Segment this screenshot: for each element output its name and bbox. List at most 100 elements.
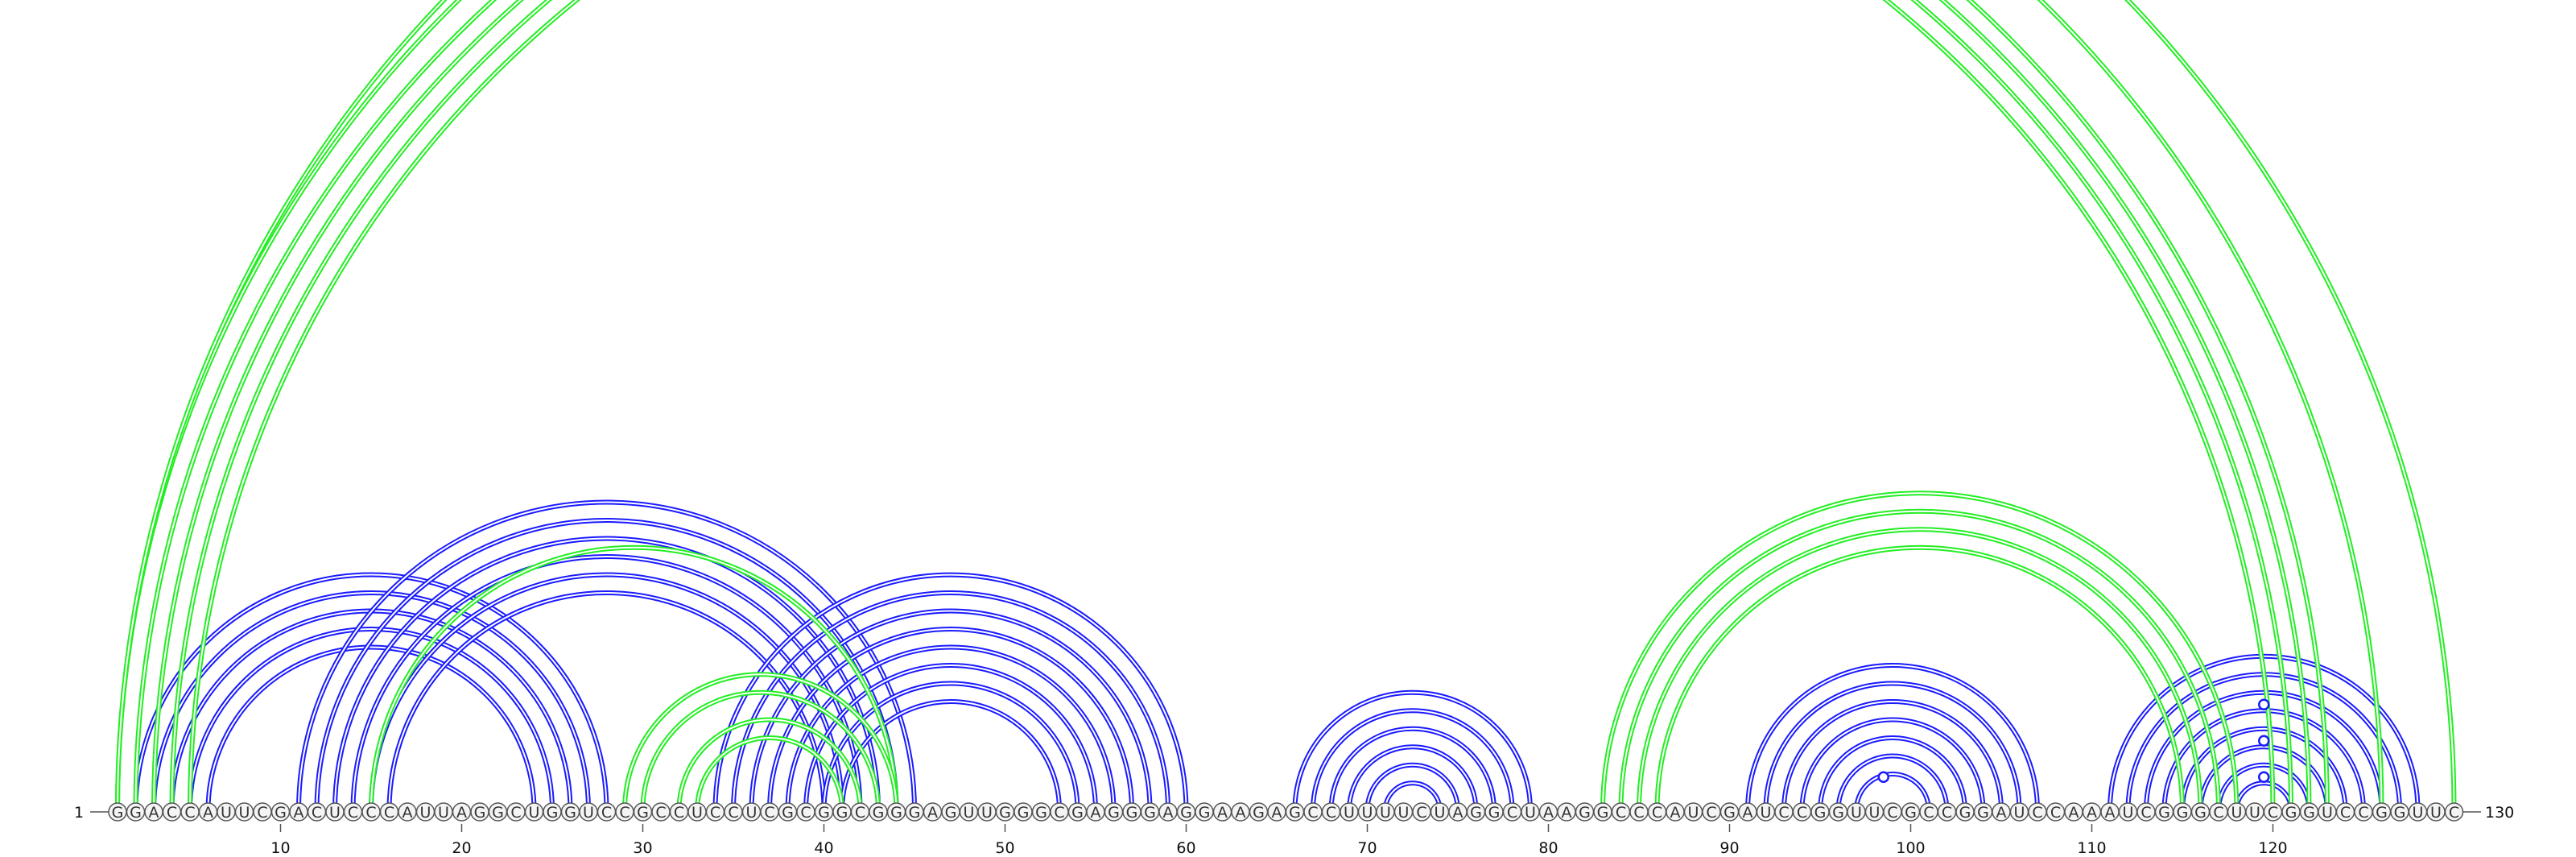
- nucleotide-letter: C: [1633, 804, 1644, 822]
- nucleotide-letter: G: [2177, 804, 2189, 822]
- nucleotide-letter: C: [348, 804, 358, 822]
- base-pair-arc-gap: [1348, 746, 1477, 811]
- nucleotide-letter: A: [1670, 804, 1681, 822]
- nucleotide-letter: G: [1253, 804, 1265, 822]
- nucleotide-letter: C: [312, 804, 322, 822]
- nucleotide-letter: U: [964, 804, 975, 822]
- nucleotide-letter: C: [2140, 804, 2151, 822]
- hairpin-marker: [2258, 735, 2270, 747]
- tick-label: 30: [633, 839, 652, 857]
- base-pair-arc-gap: [1747, 664, 2038, 811]
- nucleotide-letter: U: [2249, 804, 2260, 822]
- nucleotide-letter: U: [221, 804, 232, 822]
- base-pair-arc-gap: [624, 673, 898, 811]
- nucleotide-letter: A: [1743, 804, 1753, 822]
- nucleotide-letter: U: [2413, 804, 2424, 822]
- nucleotide-letter: C: [1778, 804, 1789, 822]
- nucleotide-letter: U: [1761, 804, 1772, 822]
- nucleotide-letter: C: [1942, 804, 1952, 822]
- nucleotide-letter: A: [402, 804, 413, 822]
- nucleotide-letter: G: [1180, 804, 1192, 822]
- nucleotide-letter: C: [1054, 804, 1064, 822]
- base-pair-arc-gap: [1856, 773, 1930, 811]
- base-pair-arc-gap: [2145, 691, 2383, 811]
- nucleotide-letter: G: [547, 804, 559, 822]
- nucleotide-letter: U: [746, 804, 758, 822]
- nucleotide-letter: G: [890, 804, 902, 822]
- base-pair-arc-gap: [1656, 546, 2183, 811]
- nucleotide-letter: G: [999, 804, 1011, 822]
- base-pair-arc-gap: [696, 737, 843, 811]
- nucleotide-letter: A: [456, 804, 467, 822]
- nucleotide-letter: C: [800, 804, 811, 822]
- nucleotide-letter: G: [275, 804, 287, 822]
- base-pair-arc-gap: [153, 592, 589, 811]
- nucleotide-letter: G: [909, 804, 921, 822]
- nucleotide-letter: G: [1071, 804, 1084, 822]
- nucleotide-letter: G: [1144, 804, 1156, 822]
- tick-label: 50: [995, 839, 1014, 857]
- nucleotide-letter: U: [529, 804, 540, 822]
- tick-label: 100: [1896, 839, 1925, 857]
- base-pair-arc-gap: [2199, 746, 2328, 811]
- nucleotide-letter: A: [294, 804, 304, 822]
- base-pair-arc-gap: [1765, 682, 2021, 811]
- nucleotide-letter: G: [2285, 804, 2297, 822]
- nucleotide-letter: G: [1108, 804, 1120, 822]
- nucleotide-letter: G: [1597, 804, 1609, 822]
- nucleotide-letter: A: [1163, 804, 1174, 822]
- nucleotide-letter: G: [2303, 804, 2315, 822]
- nucleotide-letter: U: [420, 804, 431, 822]
- nucleotide-letter: C: [1887, 804, 1897, 822]
- base-pair-arc-gap: [316, 520, 898, 811]
- base-pair-arc-outline: [133, 0, 2330, 811]
- nucleotide-letter: A: [2087, 804, 2097, 822]
- base-pair-arc-gap: [117, 0, 2455, 811]
- nucleotide-letter: C: [2032, 804, 2042, 822]
- nucleotide-letter: C: [1326, 804, 1336, 822]
- nucleotide-letter: C: [1307, 804, 1318, 822]
- nucleotide-letter: C: [1416, 804, 1426, 822]
- base-pair-arc-gap: [841, 701, 1060, 811]
- hairpin-marker: [1877, 771, 1889, 783]
- nucleotide-letter: C: [2358, 804, 2368, 822]
- tick-label: 80: [1538, 839, 1558, 857]
- base-pair-arc-gap: [134, 0, 2328, 811]
- base-pair-arc-gap: [2182, 727, 2347, 811]
- nucleotide-letter: U: [2014, 804, 2025, 822]
- tick-label: 70: [1357, 839, 1377, 857]
- nucleotide-letter: A: [1236, 804, 1246, 822]
- tick-label: 90: [1719, 839, 1739, 857]
- tick-label: 60: [1176, 839, 1195, 857]
- nucleotide-letter: C: [184, 804, 195, 822]
- nucleotide-letter: U: [329, 804, 341, 822]
- nucleotide-letter: C: [1616, 804, 1626, 822]
- nucleotide-letter: G: [945, 804, 957, 822]
- nucleotide-letter: G: [130, 804, 142, 822]
- base-pair-arc-gap: [171, 0, 2292, 811]
- base-pair-arc-gap: [1837, 755, 1948, 811]
- nucleotide-letter: G: [2158, 804, 2170, 822]
- nucleotide-letter: G: [1199, 804, 1211, 822]
- base-pair-arc-gap: [352, 556, 861, 811]
- nucleotide-letter: G: [1832, 804, 1844, 822]
- nucleotide-letter: C: [2340, 804, 2351, 822]
- tick-label: 10: [270, 839, 290, 857]
- nucleotide-letter: G: [564, 804, 576, 822]
- base-pair-arc-gap: [805, 664, 1096, 811]
- base-pair-arc-gap: [714, 573, 1187, 811]
- nucleotide-letter: G: [2394, 804, 2406, 822]
- nucleotide-letter: G: [873, 804, 885, 822]
- nucleotide-letter: G: [112, 804, 124, 822]
- base-pair-arc-outline: [1835, 753, 1950, 811]
- base-pair-arc-gap: [642, 691, 879, 811]
- base-pair-arc-gap: [189, 628, 553, 811]
- nucleotide-letter: A: [149, 804, 159, 822]
- base-pair-arc-outline: [1311, 708, 1515, 811]
- base-pair-arc-gap: [786, 646, 1115, 811]
- nucleotide-letter: G: [637, 804, 649, 822]
- nucleotide-letter: G: [1488, 804, 1501, 822]
- sequence-end-label: 130: [2485, 804, 2514, 822]
- nucleotide-letter: A: [927, 804, 938, 822]
- sequence-start-label: 1: [74, 804, 84, 822]
